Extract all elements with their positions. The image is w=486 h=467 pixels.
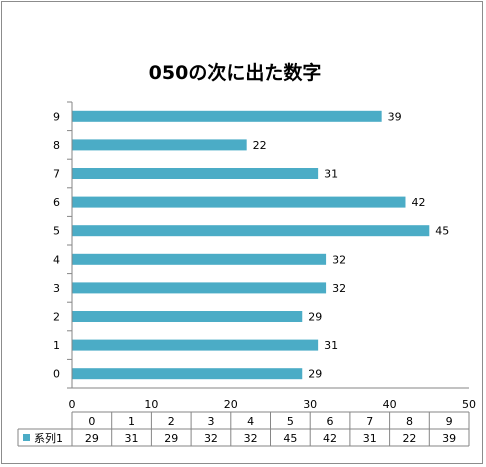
table-header-cell: 7 [366, 415, 373, 428]
table-header-cell: 9 [446, 415, 453, 428]
table-value-cell: 39 [442, 432, 456, 445]
x-tick-label: 50 [462, 398, 476, 411]
y-tick-label: 1 [53, 339, 60, 352]
data-label-3: 32 [332, 282, 346, 295]
x-tick-label: 20 [224, 398, 238, 411]
data-label-8: 22 [253, 139, 267, 152]
table-value-cell: 31 [363, 432, 377, 445]
data-label-1: 31 [324, 339, 338, 352]
y-tick-label: 3 [53, 282, 60, 295]
table-header-cell: 8 [406, 415, 413, 428]
bar-2 [72, 311, 303, 322]
y-tick-label: 7 [53, 168, 60, 181]
bar-5 [72, 225, 430, 237]
y-tick-label: 5 [53, 225, 60, 238]
table-header-cell: 6 [327, 415, 334, 428]
bar-0 [72, 368, 303, 380]
data-label-4: 32 [332, 253, 346, 266]
bar-9 [72, 110, 382, 122]
table-value-cell: 31 [125, 432, 139, 445]
bar-4 [72, 253, 327, 265]
data-label-6: 42 [411, 196, 425, 209]
legend-swatch [23, 434, 30, 441]
bar-3 [72, 282, 327, 294]
y-tick-label: 6 [53, 196, 60, 209]
bar-1 [72, 339, 319, 351]
data-label-5: 45 [435, 225, 449, 238]
table-header-cell: 3 [207, 415, 214, 428]
bar-7 [72, 168, 319, 179]
table-value-cell: 29 [164, 432, 178, 445]
x-tick-label: 0 [69, 398, 76, 411]
table-value-cell: 32 [204, 432, 218, 445]
data-label-0: 29 [308, 368, 322, 381]
x-tick-label: 10 [144, 398, 158, 411]
table-value-cell: 42 [323, 432, 337, 445]
table-header-cell: 1 [128, 415, 135, 428]
table-value-cell: 22 [402, 432, 416, 445]
table-value-cell: 32 [244, 432, 258, 445]
table-header-cell: 0 [88, 415, 95, 428]
legend-series-name: 系列1 [34, 431, 63, 445]
y-tick-label: 2 [53, 311, 60, 324]
data-label-2: 29 [308, 311, 322, 324]
bar-8 [72, 139, 247, 151]
table-value-cell: 45 [283, 432, 297, 445]
data-label-7: 31 [324, 168, 338, 181]
y-tick-label: 8 [53, 139, 60, 152]
x-tick-label: 40 [383, 398, 397, 411]
data-label-9: 39 [388, 110, 402, 123]
y-tick-label: 4 [53, 253, 60, 266]
table-header-cell: 2 [168, 415, 175, 428]
bar-6 [72, 196, 406, 208]
table-header-cell: 5 [287, 415, 294, 428]
x-tick-label: 30 [303, 398, 317, 411]
y-tick-label: 0 [53, 368, 60, 381]
chart-title: 050の次に出た数字 [149, 61, 322, 84]
y-tick-label: 9 [53, 110, 60, 123]
table-header-cell: 4 [247, 415, 254, 428]
table-value-cell: 29 [85, 432, 99, 445]
